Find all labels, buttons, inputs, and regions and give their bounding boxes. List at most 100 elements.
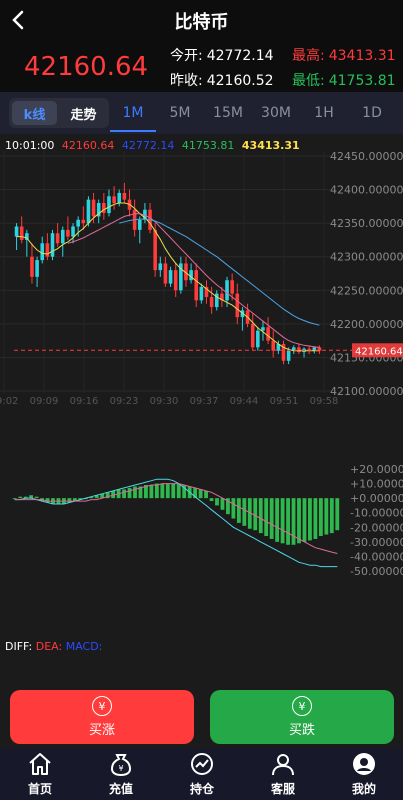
y-tick-label: 42450.00000 (330, 150, 403, 163)
macd-bar (149, 485, 154, 499)
current-price-tag (352, 343, 403, 358)
header: 比特币 (0, 0, 403, 40)
candle (225, 280, 229, 301)
macd-bar (100, 493, 105, 499)
macd-bar (286, 498, 290, 545)
nav-service[interactable]: 客服 (243, 748, 323, 800)
macd-label: MACD: (65, 640, 103, 653)
macd-y-tick-label: -10.00000 (350, 507, 403, 520)
x-tick-label: 09:23 (110, 396, 139, 407)
x-tick-label: 09:16 (70, 396, 99, 407)
macd-bar (231, 498, 236, 519)
x-tick-label: 09:58 (310, 396, 339, 407)
tab-5m[interactable]: 5M (169, 105, 191, 121)
macd-bar (138, 486, 143, 499)
candle (71, 226, 75, 237)
back-button[interactable] (6, 8, 30, 32)
macd-bar (275, 498, 280, 542)
candle (35, 260, 39, 277)
chart-tabs: k线 走势 1M 5M 15M 30M 1H 1D (0, 92, 403, 134)
chevron-left-icon (12, 10, 24, 30)
macd-bar (335, 498, 340, 531)
high-stat: 最高: 43413.31 (292, 48, 396, 64)
tab-1h[interactable]: 1H (314, 105, 334, 121)
macd-bar (242, 498, 247, 526)
candle (19, 226, 24, 240)
macd-bar (264, 498, 269, 537)
candle (163, 263, 168, 284)
candle (122, 192, 127, 200)
nav-home[interactable]: 首页 (0, 748, 80, 800)
tab-30m[interactable]: 30M (261, 105, 291, 121)
macd-dea-line (14, 483, 338, 554)
macd-bar (226, 498, 230, 515)
macd-bar (105, 492, 110, 499)
macd-y-tick-label: -20.00000 (350, 521, 403, 534)
macd-y-tick-label: +0.00000 (350, 492, 403, 505)
open-stat: 今开: 42772.14 (170, 48, 274, 64)
y-tick-label: 42300.00000 (330, 251, 403, 264)
tab-1m[interactable]: 1M (122, 105, 144, 121)
macd-y-tick-label: +10.00000 (350, 478, 403, 491)
y-tick-label: 42400.00000 (330, 184, 403, 197)
x-tick-label: 09:02 (0, 396, 18, 407)
candle (137, 219, 142, 230)
candle (117, 192, 122, 203)
page-title: 比特币 (174, 12, 229, 33)
tab-trend[interactable]: 走势 (70, 107, 97, 123)
candle (40, 243, 45, 261)
candle (194, 270, 199, 301)
buy-up-button[interactable]: ¥ 买涨 (10, 690, 194, 744)
x-tick-label: 09:44 (230, 396, 259, 407)
macd-bar (160, 483, 165, 499)
candle (45, 243, 50, 257)
nav-positions[interactable]: 持仓 (162, 748, 242, 800)
candle (25, 233, 29, 240)
yen-icon: ¥ (92, 696, 112, 716)
candle (271, 340, 276, 351)
open-value: 42772.14 (206, 48, 274, 64)
candle (312, 347, 317, 351)
buy-down-button[interactable]: ¥ 买跌 (210, 690, 394, 744)
nav-recharge[interactable]: ¥ 充值 (81, 748, 161, 800)
macd-y-tick-label: -30.00000 (350, 536, 403, 549)
macd-y-tick-label: -40.00000 (350, 550, 403, 563)
gauge-icon (191, 753, 213, 775)
tab-kline[interactable]: k线 (12, 101, 57, 125)
candle (179, 263, 183, 291)
macd-bar (198, 489, 203, 499)
macd-bar (236, 498, 241, 523)
candle (209, 297, 214, 308)
macd-bar (72, 498, 77, 502)
candle (214, 293, 219, 308)
ma-line-1 (16, 202, 320, 352)
nav-mine[interactable]: 我的 (324, 748, 403, 800)
legend-value-4: 43413.31 (241, 139, 300, 152)
candle (112, 196, 116, 203)
candle (291, 347, 296, 351)
macd-bar (94, 495, 99, 499)
home-icon (29, 753, 51, 775)
macd-bar (302, 498, 307, 542)
legend-value-3: 41753.81 (181, 139, 235, 152)
macd-bar (133, 486, 137, 499)
candle (297, 347, 301, 353)
candle (81, 219, 86, 224)
chart-mode-switch: k线 走势 (9, 98, 109, 128)
candle (96, 203, 101, 217)
macd-bar (215, 498, 219, 506)
tab-1d[interactable]: 1D (362, 105, 382, 121)
tab-15m[interactable]: 15M (213, 105, 243, 121)
macd-y-tick-label: +20.00000 (350, 463, 403, 476)
price-chart[interactable]: 42450.00000 42400.00000 42350.00000 42300.0… (0, 134, 403, 680)
macd-bar (176, 483, 181, 499)
candle (204, 286, 209, 297)
macd-bar (122, 489, 126, 499)
x-tick-label: 09:30 (150, 396, 179, 407)
macd-bar (209, 498, 214, 502)
y-tick-label: 42200.00000 (330, 318, 403, 331)
macd-bar (23, 496, 28, 499)
x-tick-label: 09:51 (270, 396, 299, 407)
macd-bar (18, 496, 23, 499)
candle (173, 270, 178, 291)
